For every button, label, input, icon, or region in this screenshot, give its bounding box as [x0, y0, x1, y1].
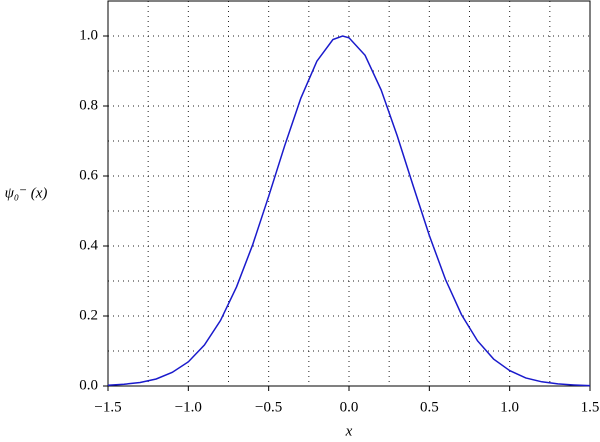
y-tick-label: 1.0 [79, 27, 98, 43]
x-tick-label: 0.0 [340, 399, 359, 415]
x-tick-label: 1.5 [581, 399, 600, 415]
y-tick-label: 0.8 [79, 97, 98, 113]
y-axis-label: ψ₀⁻ (x) [5, 185, 48, 201]
x-tick-label: −1.5 [94, 399, 121, 415]
x-axis-label: x [345, 423, 353, 439]
x-tick-label: 1.0 [500, 399, 519, 415]
x-tick-label: −0.5 [255, 399, 282, 415]
y-tick-label: 0.6 [79, 167, 98, 183]
series-line [107, 35, 591, 387]
x-tick-label: −1.0 [175, 399, 202, 415]
x-tick-label: 0.5 [420, 399, 439, 415]
y-tick-label: 0.2 [79, 307, 98, 323]
y-tick-label: 0.4 [79, 237, 98, 253]
y-tick-label: 0.0 [79, 377, 98, 393]
plot-frame [107, 0, 591, 387]
